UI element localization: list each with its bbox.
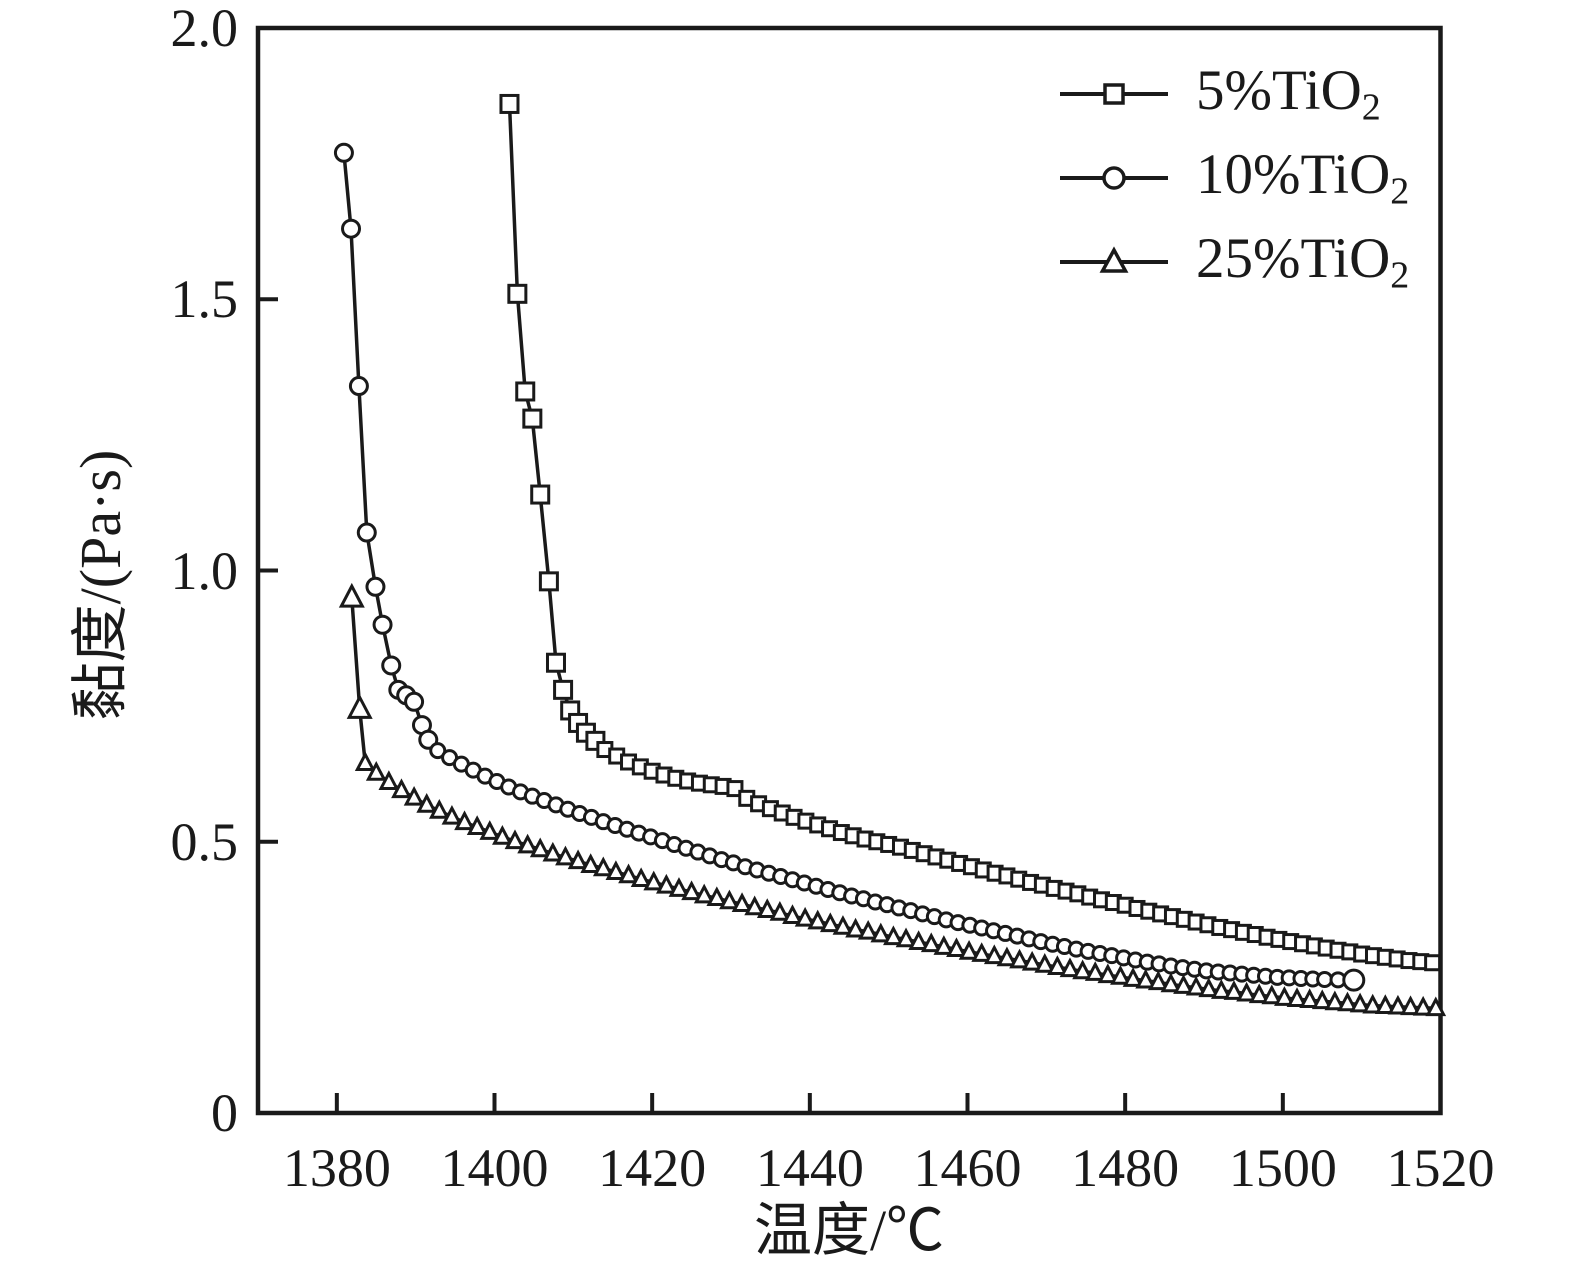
legend-label-text: 10%TiO <box>1196 142 1391 206</box>
y-tick-label-1.0: 1.0 <box>170 540 239 601</box>
y-tick-label-2.0: 2.0 <box>170 0 239 58</box>
legend-label-text: 5%TiO <box>1196 58 1362 122</box>
y-tick-label-0.5: 0.5 <box>170 811 239 872</box>
legend-label: 25%TiO2 <box>1196 230 1409 295</box>
legend-item-5-tio2: 5%TiO2 <box>1058 52 1409 136</box>
legend-label-subscript: 2 <box>1390 170 1410 213</box>
triangle-marker-icon <box>1060 246 1168 273</box>
x-tick-label-1380: 1380 <box>282 1138 391 1198</box>
x-tick-label-1400: 1400 <box>440 1138 549 1198</box>
x-axis-ticks <box>334 1093 1443 1113</box>
legend: 5%TiO2 10%TiO2 25%TiO2 <box>1058 52 1409 304</box>
y-axis-ticks <box>258 26 278 1115</box>
series-10%TiO2-markers <box>333 142 1366 992</box>
x-tick-label-1520: 1520 <box>1386 1138 1495 1198</box>
legend-label: 5%TiO2 <box>1196 62 1381 127</box>
y-axis-title: 黏度/(Pa·s) <box>68 449 133 721</box>
x-tick-label-1440: 1440 <box>755 1138 864 1198</box>
legend-label-subscript: 2 <box>1390 254 1410 297</box>
series-5%TiO2-markers <box>499 93 1442 972</box>
circle-marker-icon <box>1060 166 1168 190</box>
x-tick-label-1460: 1460 <box>913 1138 1022 1198</box>
y-tick-label-1.5: 1.5 <box>170 269 239 330</box>
legend-label: 10%TiO2 <box>1196 146 1409 211</box>
legend-label-text: 25%TiO <box>1196 226 1391 290</box>
square-marker-icon <box>1060 83 1168 105</box>
series-25%TiO2-markers <box>338 582 1447 1017</box>
legend-item-10-tio2: 10%TiO2 <box>1058 136 1409 220</box>
legend-item-25-tio2: 25%TiO2 <box>1058 220 1409 304</box>
x-tick-label-1420: 1420 <box>598 1138 707 1198</box>
legend-label-subscript: 2 <box>1361 86 1381 129</box>
x-axis-title: 温度/℃ <box>753 1198 945 1263</box>
x-tick-label-1500: 1500 <box>1228 1138 1337 1198</box>
x-tick-label-1480: 1480 <box>1071 1138 1180 1198</box>
y-tick-label-0: 0 <box>211 1083 238 1143</box>
